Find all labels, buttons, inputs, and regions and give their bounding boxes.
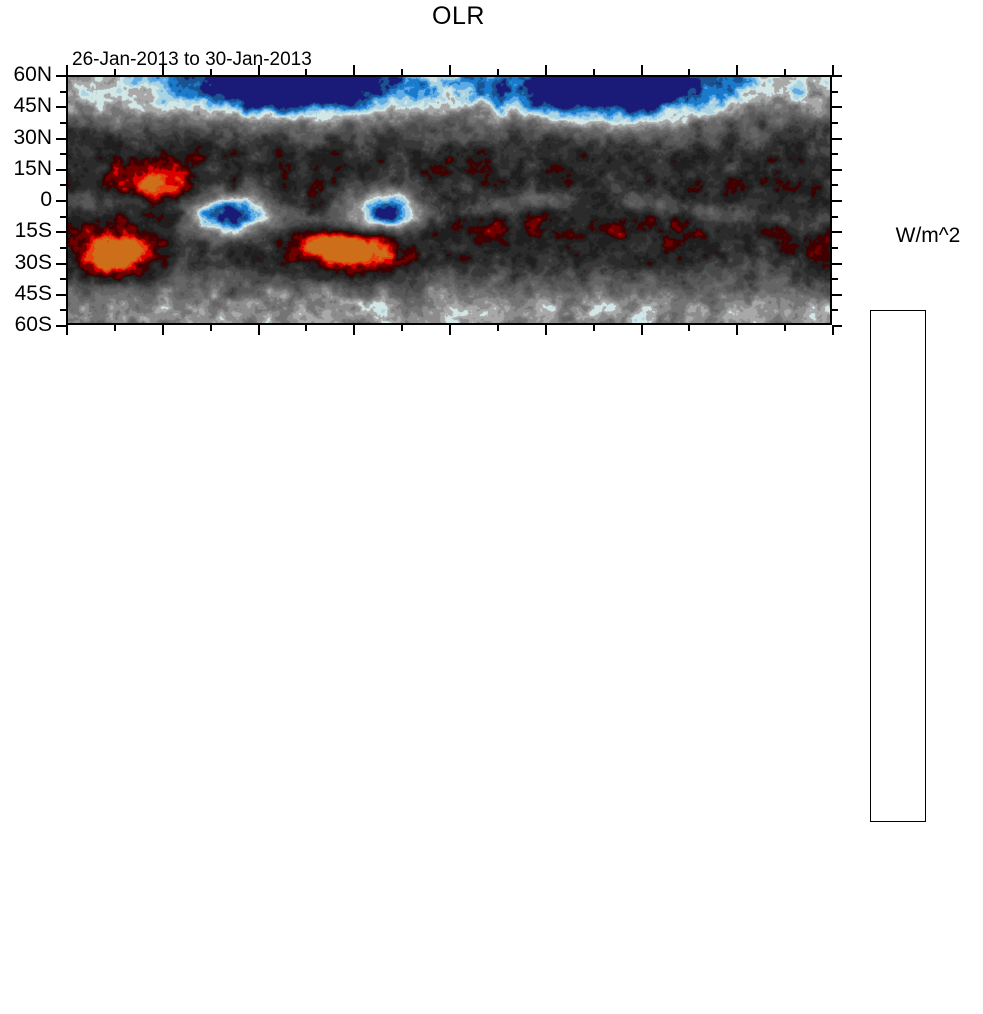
y-axis-tick: [56, 200, 66, 202]
y-axis-minor-tick: [832, 153, 838, 156]
x-axis-minor-tick: [784, 325, 787, 331]
x-axis-minor-tick: [209, 69, 212, 75]
x-axis-minor-tick: [496, 325, 499, 331]
x-axis-tick: [66, 325, 68, 335]
y-axis-label: 0: [40, 188, 52, 211]
x-axis-tick: [449, 65, 451, 75]
y-axis-minor-tick: [60, 90, 66, 93]
y-axis-tick: [56, 325, 66, 327]
y-axis-label: 30S: [14, 250, 52, 274]
y-axis-minor-tick: [60, 153, 66, 156]
y-axis-tick: [832, 325, 842, 327]
y-axis-tick: [56, 293, 66, 296]
y-axis-tick: [56, 106, 66, 109]
y-axis-minor-tick: [832, 278, 838, 281]
y-axis-minor-tick: [60, 278, 66, 281]
y-axis-minor-tick: [60, 184, 66, 187]
y-axis-label: 15S: [14, 219, 52, 243]
y-axis-minor-tick: [60, 121, 66, 124]
y-axis-label: 15N: [13, 156, 52, 180]
y-axis-minor-tick: [832, 309, 838, 312]
y-axis-label: 45S: [14, 281, 52, 305]
y-axis-minor-tick: [832, 246, 838, 249]
x-axis-minor-tick: [305, 69, 308, 75]
x-axis-minor-tick: [688, 325, 691, 331]
y-axis-tick: [56, 262, 66, 265]
y-axis-tick: [832, 75, 842, 77]
y-axis-tick: [832, 262, 842, 265]
x-axis-minor-tick: [401, 325, 404, 331]
x-axis-minor-tick: [209, 325, 212, 331]
colorbar: [870, 310, 926, 822]
x-axis-tick: [736, 325, 739, 335]
y-axis-tick: [56, 75, 66, 77]
x-axis-tick: [161, 65, 164, 75]
y-axis-tick: [832, 293, 842, 296]
x-axis-tick: [66, 65, 68, 75]
x-axis-tick: [544, 325, 547, 335]
map-plot-area-1: [66, 75, 832, 325]
x-axis-tick: [832, 325, 834, 335]
y-axis-minor-tick: [832, 184, 838, 187]
y-axis-minor-tick: [832, 121, 838, 124]
x-axis-minor-tick: [592, 325, 595, 331]
y-axis-tick: [56, 137, 66, 140]
panel-title-1: 26-Jan-2013 to 30-Jan-2013: [72, 49, 312, 70]
x-axis-tick: [257, 65, 260, 75]
x-axis-minor-tick: [305, 325, 308, 331]
y-axis-label: 60N: [13, 63, 52, 86]
x-axis-tick: [544, 65, 547, 75]
x-axis-tick: [640, 325, 643, 335]
y-axis-tick: [832, 106, 842, 109]
colorbar-units-label: W/m^2: [895, 224, 961, 247]
y-axis-label: 45N: [13, 94, 52, 118]
y-axis-tick: [832, 137, 842, 140]
y-axis-label: 60S: [14, 313, 52, 336]
x-axis-minor-tick: [688, 69, 691, 75]
x-axis-tick: [640, 65, 643, 75]
y-axis-minor-tick: [832, 215, 838, 218]
x-axis-tick: [736, 65, 739, 75]
x-axis-tick: [353, 65, 356, 75]
y-axis-minor-tick: [60, 215, 66, 218]
x-axis-minor-tick: [496, 69, 499, 75]
x-axis-minor-tick: [113, 69, 116, 75]
y-axis-tick: [56, 231, 66, 234]
y-axis-minor-tick: [832, 90, 838, 93]
y-axis-tick: [56, 168, 66, 171]
y-axis-minor-tick: [60, 246, 66, 249]
x-axis-minor-tick: [401, 69, 404, 75]
y-axis-tick: [832, 231, 842, 234]
x-axis-minor-tick: [113, 325, 116, 331]
x-axis-tick: [257, 325, 260, 335]
y-axis-tick: [832, 200, 842, 202]
x-axis-minor-tick: [784, 69, 787, 75]
x-axis-tick: [832, 65, 834, 75]
x-axis-tick: [449, 325, 451, 335]
map-panel-1: 26-Jan-2013 to 30-Jan-2013 60N 45N 30N 15N 0 1…: [13, 49, 842, 336]
x-axis-minor-tick: [592, 69, 595, 75]
x-axis-tick: [353, 325, 356, 335]
x-axis-tick: [161, 325, 164, 335]
y-axis-tick: [832, 168, 842, 171]
figure-title: OLR: [432, 2, 485, 30]
y-axis-minor-tick: [60, 309, 66, 312]
y-axis-label: 30N: [13, 125, 52, 149]
olr-field-canvas-1: [68, 77, 830, 323]
